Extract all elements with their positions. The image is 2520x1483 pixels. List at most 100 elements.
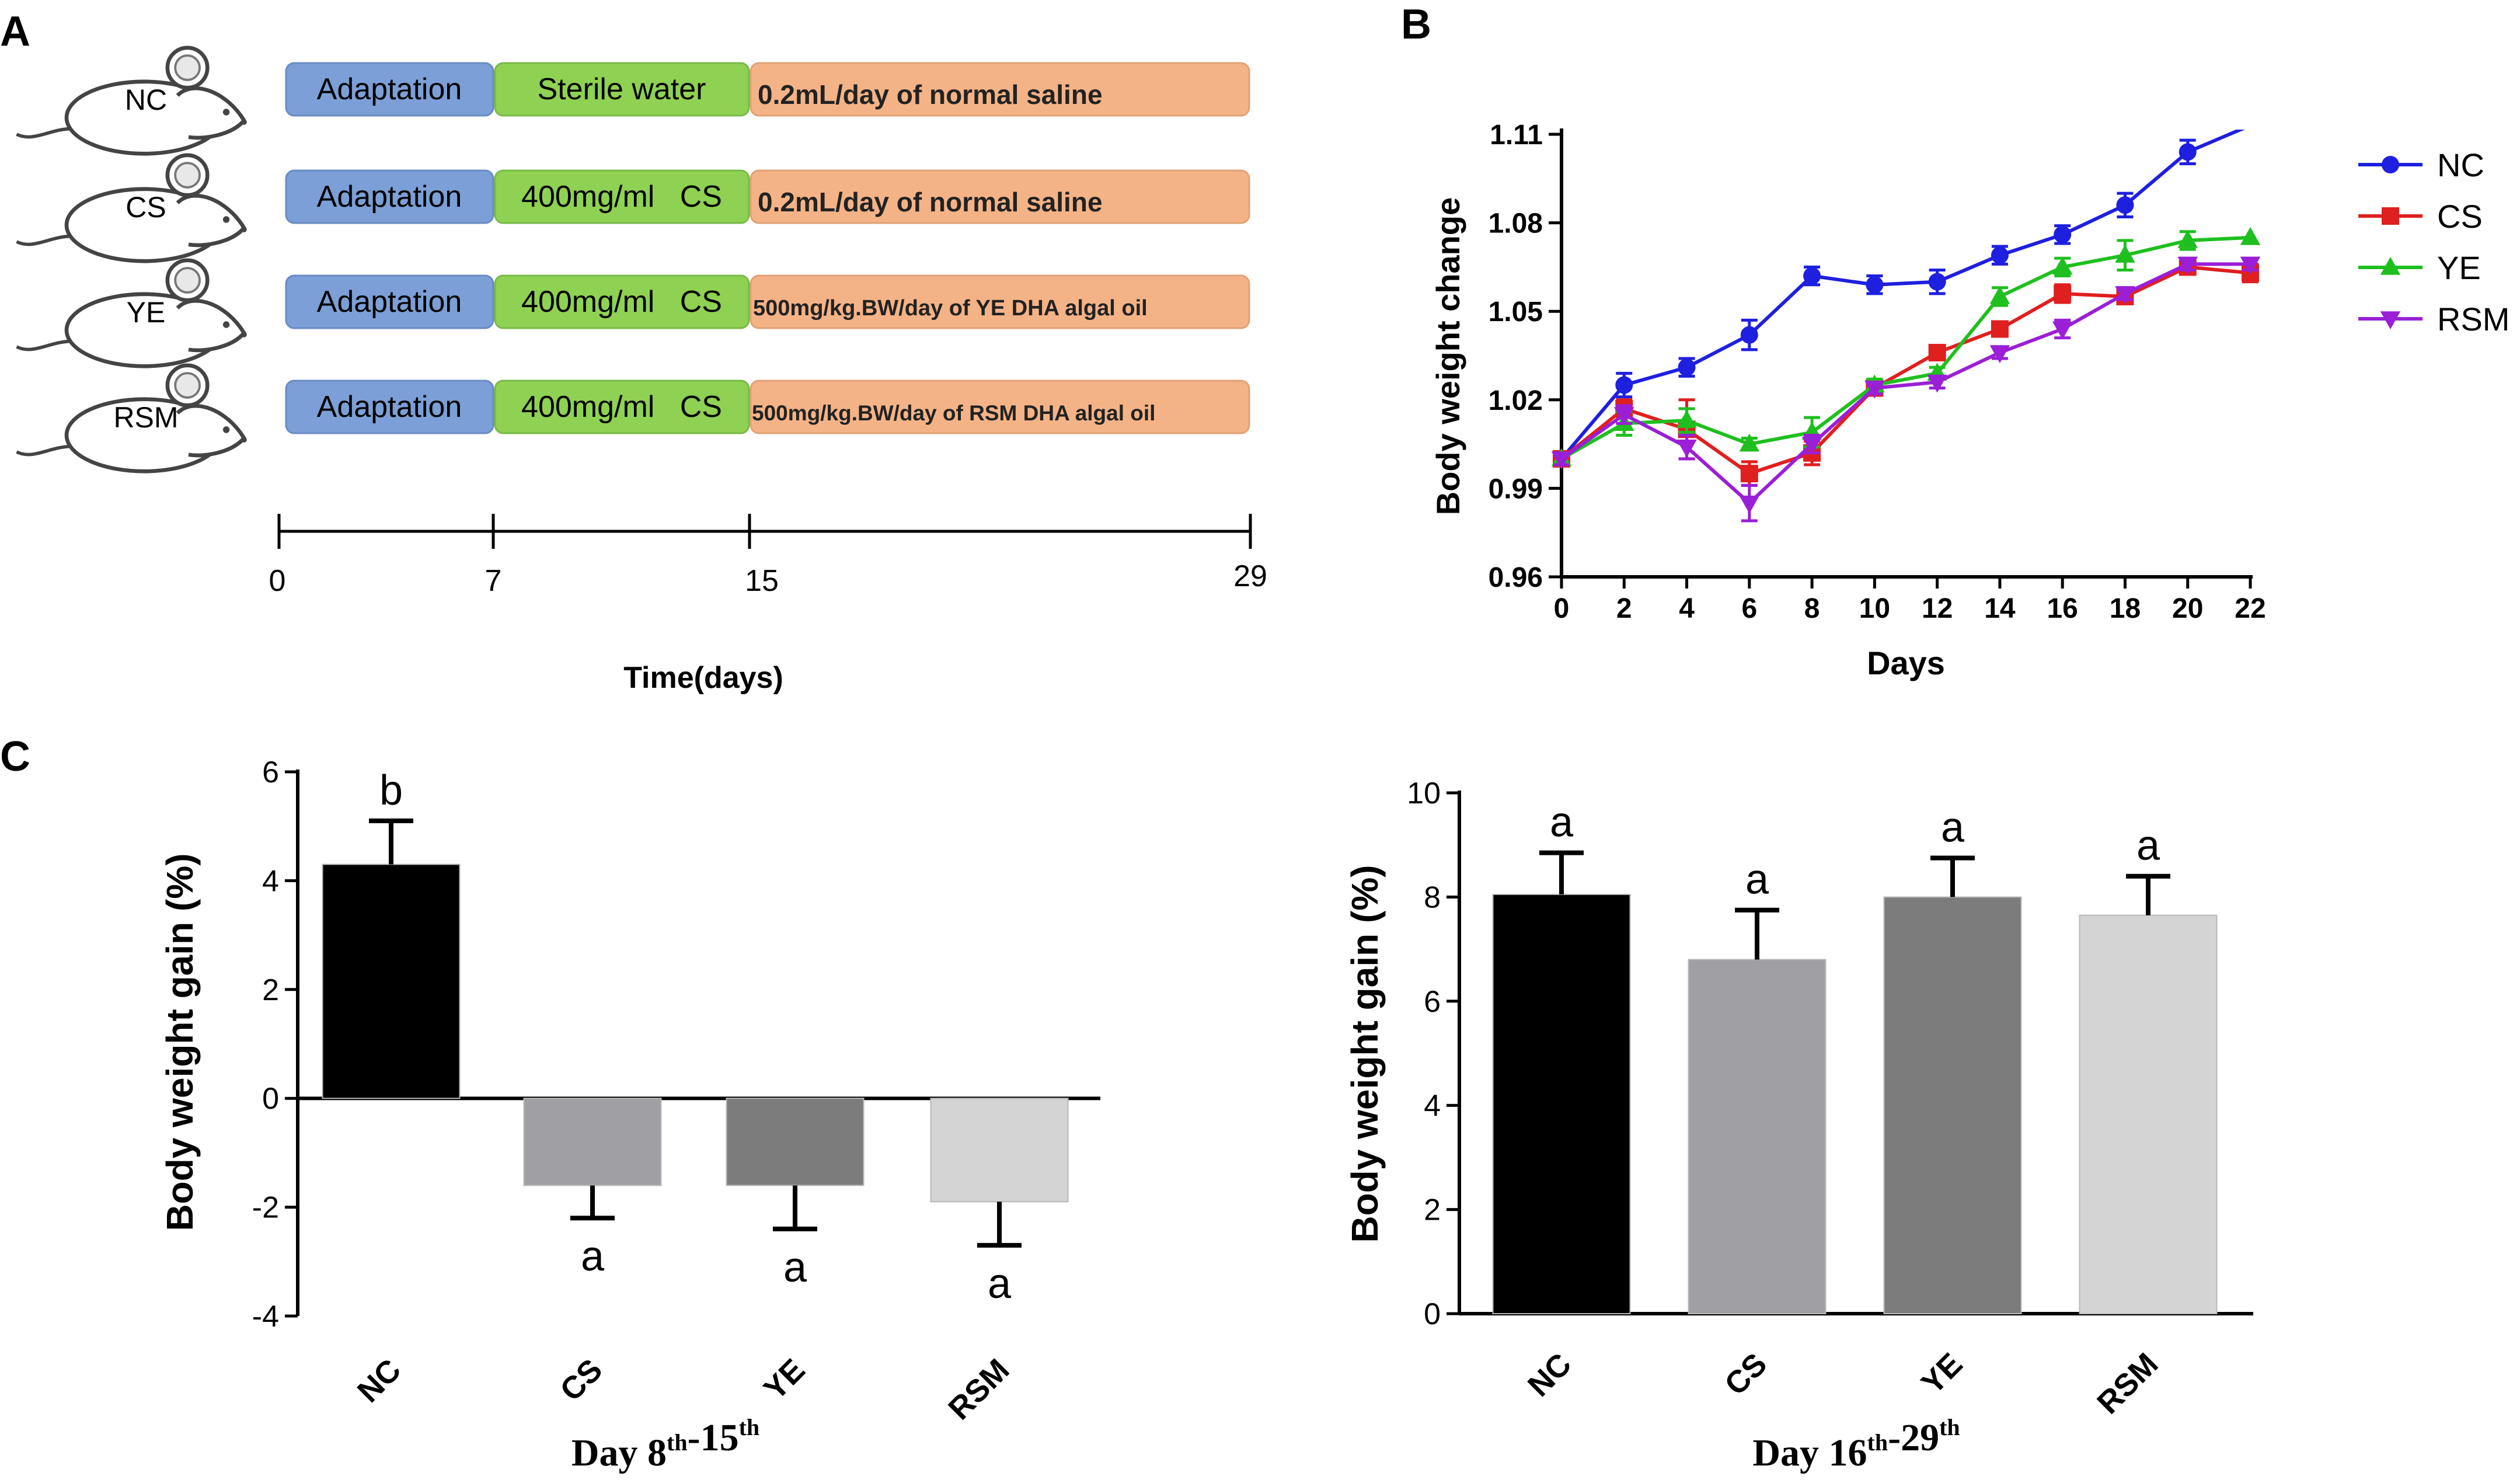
phase3-segment [750, 380, 1250, 434]
timeline-tick-label: 7 [485, 564, 502, 598]
legend-label: YE [2437, 249, 2481, 286]
x-tick-label: 12 [1922, 593, 1953, 624]
panel-c-right-bar-chart: 0 2 4 6 8 10 a NC a CS a YE a RSM Body weight gain (%)… [1344, 777, 2253, 1474]
legend-marker [2380, 311, 2401, 329]
data-point [2115, 245, 2135, 263]
data-point [1928, 273, 1946, 291]
y-tick-label: 1.11 [1490, 120, 1543, 151]
timeline-tick-label: 15 [745, 564, 779, 598]
adaptation-segment [285, 380, 494, 434]
data-point [1801, 436, 1822, 455]
panel-c-left-bar-chart: -4 -2 0 2 4 6 b NC a CS a YE a RSM Body weight gain (%… [159, 756, 1100, 1474]
data-point [1615, 376, 1633, 394]
x-tick-label: 2 [1616, 593, 1632, 624]
data-point [1739, 433, 1760, 452]
legend-label: NC [2437, 147, 2484, 183]
panel-b-line-chart: 0.96 0.99 1.02 1.05 1.08 1.11 0 2 4 6 8 10 12 14 16 18 2… [1430, 120, 2509, 681]
x-axis-label: Days [1867, 645, 1945, 681]
legend-label: CS [2437, 198, 2483, 235]
chart-title: Day 16th-29th [1752, 1414, 1960, 1474]
data-point [2052, 321, 2073, 340]
panel-b-letter: B [1401, 1, 1431, 48]
y-tick-label: 0.96 [1489, 562, 1543, 593]
category-label: CS [1718, 1346, 1773, 1402]
phase2-label: Sterile water [538, 72, 706, 106]
legend-marker [2382, 207, 2399, 225]
x-tick-label: 10 [1859, 593, 1890, 624]
x-tick-label: 16 [2047, 593, 2078, 624]
category-label: CS [553, 1352, 609, 1408]
bar [1688, 959, 1827, 1314]
y-tick-label: 1.05 [1489, 297, 1543, 328]
bar [523, 1098, 662, 1186]
phase3-label: 0.2mL/day of normal saline [758, 79, 1103, 110]
design-row-ye: YE Adaptation 400mg/ml CS 500mg/kg.BW/da… [17, 260, 1250, 366]
data-point [1991, 320, 2009, 338]
series-rsm [1551, 256, 2261, 523]
significance-letter: b [379, 767, 403, 814]
bar [726, 1098, 865, 1186]
x-tick-label: 6 [1741, 593, 1757, 624]
data-point [1989, 345, 2010, 363]
y-tick-label: 1.08 [1489, 208, 1543, 239]
mouse-group-label: YE [127, 296, 166, 329]
bar [930, 1098, 1069, 1203]
y-tick-label: 10 [1407, 777, 1441, 810]
adaptation-segment [285, 274, 494, 329]
mouse-group-label: NC [125, 83, 167, 116]
data-point [2240, 256, 2261, 275]
timeline-tick-label: 0 [269, 564, 286, 598]
y-tick-label: 0.99 [1489, 474, 1543, 504]
data-point [1676, 439, 1697, 458]
data-point [2177, 229, 2198, 248]
phase3-label: 500mg/kg.BW/day of RSM DHA algal oil [752, 401, 1155, 425]
bar [1883, 896, 2022, 1314]
phase3-segment [750, 274, 1250, 329]
y-axis-label: Body weight gain (%) [1344, 865, 1386, 1242]
phase3-label: 0.2mL/day of normal saline [758, 187, 1103, 217]
significance-letter: a [581, 1233, 605, 1280]
adaptation-label: Adaptation [317, 180, 462, 214]
chart-title-text: -29 [1888, 1416, 1939, 1459]
phase2-label: 400mg/ml CS [521, 390, 722, 424]
chart-title-superscript: th [667, 1429, 688, 1456]
timeline-xlabel: Time(days) [623, 661, 783, 695]
y-tick-label: 8 [1424, 880, 1441, 914]
y-tick-label: 0 [1424, 1297, 1441, 1331]
design-row-nc: NC Adaptation Sterile water 0.2mL/day of… [17, 48, 1250, 154]
bar [1492, 893, 1631, 1314]
series-nc [1553, 130, 2245, 468]
data-point [1740, 465, 1758, 483]
y-tick-label: 2 [1424, 1193, 1441, 1227]
category-label: YE [1915, 1346, 1969, 1401]
data-point [2179, 143, 2197, 161]
panel-a-design: NC Adaptation Sterile water 0.2mL/day of… [17, 48, 1267, 695]
data-point [1927, 374, 1947, 393]
phase2-segment [494, 169, 750, 224]
data-point [1739, 495, 1760, 514]
phase2-label: 400mg/ml CS [521, 285, 722, 319]
significance-letter: a [1745, 857, 1769, 903]
data-point [1614, 407, 1634, 426]
adaptation-label: Adaptation [317, 72, 462, 106]
chart-title-superscript: th [1939, 1414, 1960, 1440]
panel-a-letter: A [0, 8, 30, 55]
category-label: NC [1521, 1346, 1578, 1404]
phase3-label: 500mg/kg.BW/day of YE DHA algal oil [753, 296, 1148, 321]
y-axis-label: Body weight gain (%) [159, 853, 201, 1231]
timeline-tick-label: 29 [1233, 559, 1267, 593]
line-plot-area [1551, 130, 2261, 523]
significance-letter: a [783, 1244, 807, 1291]
category-label: RSM [2090, 1346, 2165, 1421]
y-tick-label: 0 [262, 1082, 279, 1116]
data-point [1866, 276, 1884, 294]
category-label: RSM [942, 1352, 1016, 1426]
phase3-segment [750, 62, 1250, 117]
x-tick-label: 14 [1984, 593, 2016, 624]
y-tick-label: 4 [262, 864, 279, 898]
adaptation-segment [285, 62, 494, 117]
data-point [2054, 284, 2072, 302]
x-tick-label: 20 [2172, 593, 2203, 624]
